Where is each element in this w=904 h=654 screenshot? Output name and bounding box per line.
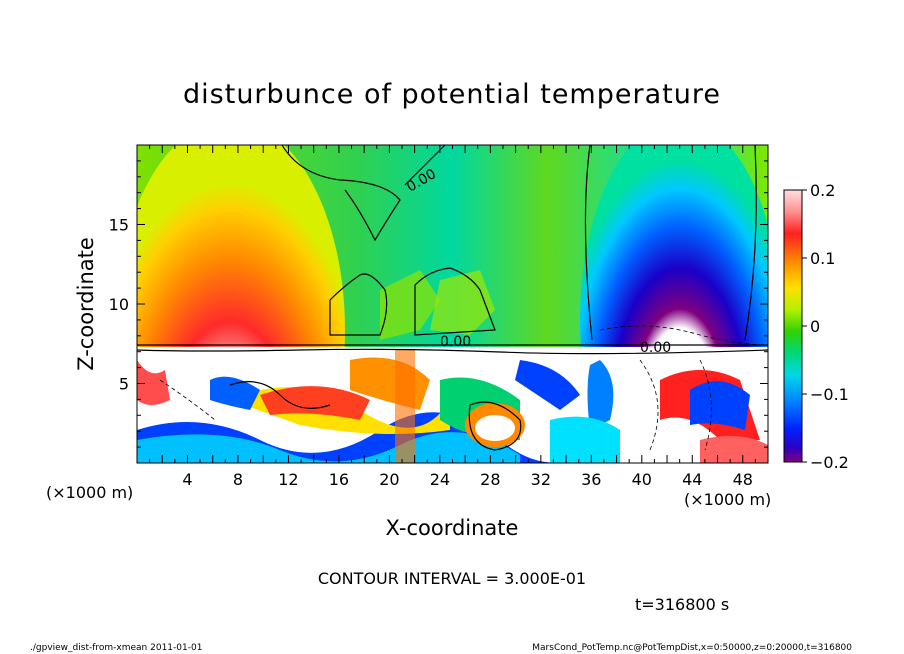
chart-title: disturbunce of potential temperature <box>183 79 721 110</box>
heatmap-field: 0.00 0.00 0.00 <box>137 145 768 463</box>
y-tick-label: 5 <box>119 375 129 394</box>
x-tick-label: 40 <box>632 470 652 489</box>
x-axis: 4 8 12 16 20 24 28 32 36 40 44 48 <box>149 145 756 489</box>
colorbar-tick-label: 0 <box>810 317 820 336</box>
footer-left: ./gpview_dist-from-xmean 2011-01-01 <box>30 643 202 653</box>
footer-right: MarsCond_PotTemp.nc@PotTempDist,x=0:5000… <box>532 643 852 653</box>
y-tick-label: 15 <box>109 216 129 235</box>
x-unit-left: (×1000 m) <box>46 483 133 502</box>
time-label: t=316800 s <box>635 595 729 614</box>
warm-anomaly <box>137 145 345 463</box>
contour-interval: CONTOUR INTERVAL = 3.000E-01 <box>318 569 586 588</box>
mid-patch-2 <box>430 270 495 335</box>
y-tick-label: 10 <box>109 295 129 314</box>
contour-label: 0.00 <box>440 334 471 350</box>
x-tick-label: 20 <box>379 470 399 489</box>
x-tick-label: 48 <box>733 470 753 489</box>
turbulent-structures <box>137 350 768 463</box>
x-axis-label: X-coordinate <box>386 516 519 540</box>
x-tick-label: 24 <box>430 470 450 489</box>
x-tick-label: 8 <box>233 470 243 489</box>
dashed-contours <box>159 325 768 451</box>
colorbar-ticks: 0.2 0.1 0 −0.1 −0.2 <box>802 181 849 472</box>
x-tick-label: 36 <box>581 470 601 489</box>
x-tick-label: 28 <box>480 470 500 489</box>
x-tick-label: 16 <box>329 470 349 489</box>
x-unit-right: (×1000 m) <box>684 490 771 509</box>
colorbar-tick-label: 0.1 <box>810 249 835 268</box>
y-axis-label: Z-coordinate <box>74 237 98 371</box>
y-axis: 5 10 15 <box>109 160 768 448</box>
contour-label: 0.00 <box>640 340 671 356</box>
x-tick-label: 12 <box>278 470 298 489</box>
colorbar-tick-label: −0.1 <box>810 385 849 404</box>
contour-label-group: 0.00 0.00 0.00 <box>404 166 671 356</box>
colorbar-tick-label: −0.2 <box>810 453 849 472</box>
x-tick-label: 32 <box>531 470 551 489</box>
mid-patch <box>380 270 440 340</box>
colorbar <box>783 189 803 463</box>
colorbar-tick-label: 0.2 <box>810 181 835 200</box>
x-tick-label: 4 <box>182 470 192 489</box>
x-tick-label: 44 <box>682 470 702 489</box>
contour-lines <box>137 145 768 451</box>
